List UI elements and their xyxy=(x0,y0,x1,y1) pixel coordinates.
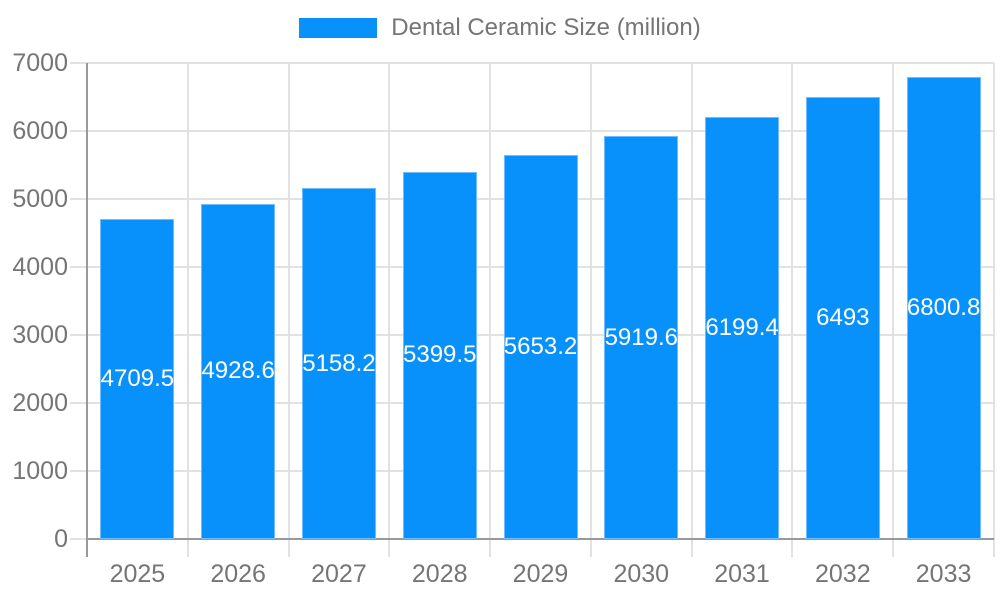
bar-value-label: 4928.6 xyxy=(201,357,275,385)
y-tick-label: 5000 xyxy=(12,185,68,213)
gridline-vertical xyxy=(791,63,794,557)
x-tick-label: 2032 xyxy=(815,560,871,588)
x-axis-line xyxy=(87,538,994,540)
x-tick-label: 2027 xyxy=(311,560,367,588)
x-tick-label: 2028 xyxy=(411,560,468,588)
x-tick-label: 2033 xyxy=(915,560,972,588)
y-axis-line xyxy=(86,63,88,557)
y-tick-label: 1000 xyxy=(12,457,68,485)
y-axis-tick xyxy=(70,402,87,404)
bar: 6800.8 xyxy=(906,76,981,539)
y-tick-label: 6000 xyxy=(12,117,68,145)
bar: 6199.4 xyxy=(705,117,780,539)
legend-item[interactable]: Dental Ceramic Size (million) xyxy=(0,14,1000,42)
bar-value-label: 5653.2 xyxy=(503,332,578,360)
bar: 4709.5 xyxy=(100,218,175,539)
bar-value-label: 5158.2 xyxy=(302,349,376,377)
y-axis-tick xyxy=(70,470,87,472)
y-axis-tick xyxy=(70,334,87,336)
bar: 5653.2 xyxy=(503,154,578,539)
bar: 4928.6 xyxy=(201,203,276,539)
gridline-horizontal xyxy=(87,62,994,64)
gridline-vertical xyxy=(690,63,693,557)
y-axis-tick xyxy=(70,130,87,132)
x-tick-label: 2029 xyxy=(512,560,569,588)
bar-value-label: 4709.5 xyxy=(100,364,175,392)
y-axis-tick xyxy=(70,62,87,64)
bar-value-label: 5399.5 xyxy=(403,341,477,369)
x-tick-label: 2031 xyxy=(714,560,770,588)
gridline-vertical xyxy=(489,63,492,557)
y-tick-label: 7000 xyxy=(12,49,68,77)
x-tick-label: 2025 xyxy=(109,560,166,588)
bar: 5158.2 xyxy=(301,188,376,539)
bar-value-label: 6493 xyxy=(816,304,870,332)
y-tick-label: 2000 xyxy=(12,389,68,417)
bar: 5399.5 xyxy=(402,171,477,539)
x-tick-label: 2030 xyxy=(613,560,670,588)
y-tick-label: 4000 xyxy=(12,253,68,281)
gridline-vertical xyxy=(186,63,189,557)
bar: 6493 xyxy=(805,97,880,539)
bar-value-label: 5919.6 xyxy=(604,323,678,351)
gridline-vertical xyxy=(892,63,895,557)
bar: 5919.6 xyxy=(604,136,679,539)
y-tick-label: 0 xyxy=(54,525,68,553)
y-tick-label: 3000 xyxy=(12,321,68,349)
legend-swatch xyxy=(299,18,378,38)
gridline-horizontal xyxy=(87,130,994,132)
y-axis-tick xyxy=(70,538,87,540)
y-axis-tick xyxy=(70,198,87,200)
gridline-vertical xyxy=(993,63,995,557)
gridline-vertical xyxy=(589,63,592,557)
x-tick-label: 2026 xyxy=(210,560,266,588)
bar-value-label: 6199.4 xyxy=(705,314,779,342)
y-axis-tick xyxy=(70,266,87,268)
gridline-vertical xyxy=(287,63,290,557)
gridline-vertical xyxy=(388,63,391,557)
legend-label: Dental Ceramic Size (million) xyxy=(391,14,701,41)
bar-value-label: 6800.8 xyxy=(906,293,981,321)
